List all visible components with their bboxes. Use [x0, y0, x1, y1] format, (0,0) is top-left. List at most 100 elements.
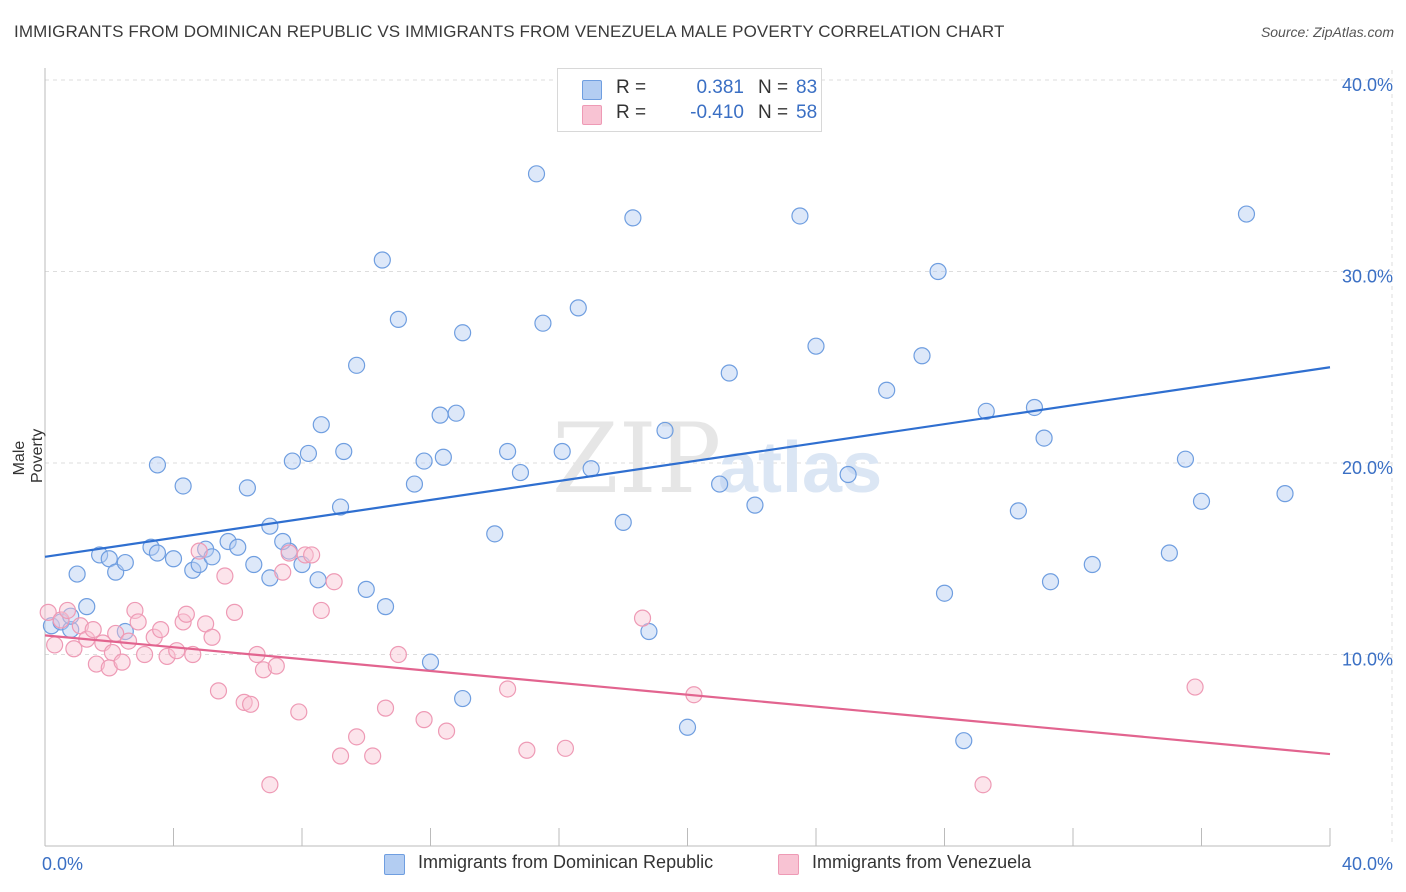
legend-label: Immigrants from Dominican Republic — [418, 852, 714, 872]
dominican-point — [357, 580, 375, 598]
venezuela-point — [177, 605, 195, 623]
venezuela-point — [65, 640, 83, 658]
dominican-point — [935, 584, 954, 602]
dominican-point — [376, 598, 395, 616]
venezuela-point — [225, 603, 244, 621]
dominican-point — [190, 555, 208, 574]
venezuela-point — [633, 609, 652, 627]
dominican-point — [309, 571, 327, 589]
n-label: N = — [758, 102, 789, 123]
dominican-point — [78, 598, 96, 616]
dominican-point — [1192, 492, 1211, 510]
r-label: R = — [616, 102, 647, 123]
venezuela-point — [325, 573, 343, 591]
dominican-point — [261, 517, 279, 535]
dominican-point — [42, 617, 61, 635]
y-tick-label: 40.0% — [1342, 75, 1393, 95]
dominican-point — [299, 444, 318, 463]
venezuela-point — [84, 621, 102, 639]
correlation-stats-box: R = 0.381 N = 83 R = -0.410 N = 58 — [557, 68, 822, 132]
venezuela-point — [168, 642, 186, 660]
dominican-point — [656, 421, 674, 440]
r-label: R = — [616, 77, 647, 98]
dominican-point — [148, 544, 167, 562]
dominican-point — [746, 496, 764, 514]
r-value: 0.381 — [696, 77, 744, 98]
dominican-point — [527, 165, 546, 183]
venezuela-point — [158, 647, 176, 666]
blue-swatch-icon — [384, 854, 405, 875]
venezuela-point — [190, 542, 208, 560]
n-value: 83 — [796, 77, 818, 98]
dominican-point — [614, 513, 632, 531]
dominican-point — [913, 347, 931, 365]
dominican-point — [148, 456, 167, 474]
dominican-point — [1160, 544, 1178, 562]
dominican-point — [1083, 555, 1101, 574]
dominican-point — [878, 381, 896, 399]
dominican-point — [454, 689, 472, 708]
dominican-point — [1237, 205, 1256, 223]
venezuela-point — [364, 747, 382, 765]
dominican-point — [955, 732, 973, 750]
dominican-point — [977, 402, 995, 420]
dominican-point — [1025, 398, 1044, 417]
dominican-point — [1041, 573, 1060, 591]
chart-title: IMMIGRANTS FROM DOMINICAN REPUBLIC VS IM… — [14, 22, 1005, 41]
dominican-point — [454, 324, 472, 342]
venezuela-point — [152, 621, 170, 639]
dominican-trend-line — [44, 366, 1331, 558]
venezuela-point — [312, 601, 330, 620]
venezuela-point — [415, 711, 433, 729]
dominican-point — [624, 209, 642, 227]
x-tick-label: 0.0% — [42, 854, 83, 874]
dominican-point — [174, 477, 192, 495]
dominican-point — [434, 448, 452, 466]
venezuela-point — [267, 657, 285, 675]
venezuela-point — [280, 544, 298, 562]
n-value: 58 — [796, 102, 818, 123]
venezuela-point — [518, 741, 536, 759]
venezuela-point — [235, 693, 253, 711]
venezuela-point — [87, 655, 106, 673]
dominican-point — [238, 479, 256, 497]
dominican-point — [184, 561, 202, 579]
venezuela-point — [499, 680, 517, 698]
dominican-point — [373, 251, 391, 269]
venezuela-point — [203, 628, 221, 646]
venezuela-point — [296, 546, 314, 564]
y-axis-label: Male Poverty — [11, 428, 46, 483]
dominican-point — [678, 718, 697, 736]
dominican-point — [569, 299, 587, 317]
venezuela-point — [389, 645, 407, 664]
venezuela-point — [216, 567, 234, 585]
venezuela-point — [348, 728, 366, 746]
venezuela-point — [39, 603, 57, 621]
dominican-point — [791, 207, 809, 225]
dominican-point — [839, 465, 857, 484]
venezuela-point — [119, 632, 138, 650]
dominican-point — [348, 356, 366, 374]
venezuela-trend-line — [44, 634, 1331, 756]
venezuela-point — [184, 645, 202, 664]
venezuela-point — [209, 682, 228, 700]
watermark-zip: ZIP — [552, 403, 721, 515]
y-tick-label: 20.0% — [1342, 458, 1393, 478]
dominican-point — [807, 337, 825, 355]
venezuela-point — [135, 645, 154, 664]
dominican-point — [511, 463, 530, 482]
venezuela-point — [52, 611, 70, 629]
dominican-point — [405, 475, 424, 493]
venezuela-point — [113, 653, 131, 671]
venezuela-point — [1186, 678, 1204, 696]
n-label: N = — [758, 77, 789, 98]
dominican-point — [1009, 502, 1027, 520]
pink-swatch-icon — [778, 854, 799, 875]
dominican-point — [929, 262, 947, 281]
dominican-point — [331, 498, 350, 516]
dominican-point — [486, 525, 504, 543]
venezuela-point — [274, 563, 292, 581]
dominican-point — [1276, 485, 1294, 503]
dominican-point — [1176, 450, 1195, 468]
